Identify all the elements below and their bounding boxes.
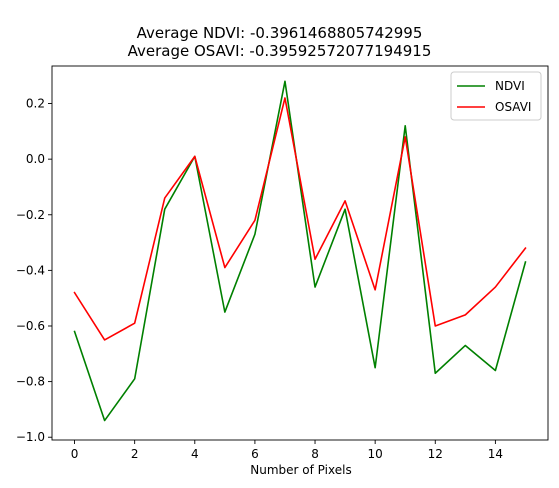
x-tick-label: 10 — [368, 447, 383, 461]
y-tick-label: −0.4 — [16, 263, 45, 277]
y-tick-label: −0.8 — [16, 375, 45, 389]
x-tick-label: 0 — [71, 447, 79, 461]
y-tick-label: 0.2 — [26, 97, 45, 111]
x-tick-label: 2 — [131, 447, 139, 461]
x-tick-label: 14 — [488, 447, 503, 461]
plot-frame — [52, 66, 548, 440]
x-tick-label: 6 — [251, 447, 259, 461]
x-tick-label: 8 — [311, 447, 319, 461]
series-layer — [75, 81, 526, 420]
legend-label-osavi: OSAVI — [495, 100, 531, 114]
y-tick-label: −1.0 — [16, 430, 45, 444]
y-tick-label: 0.0 — [26, 152, 45, 166]
y-tick-label: −0.2 — [16, 208, 45, 222]
legend: NDVI OSAVI — [451, 72, 541, 120]
series-line-ndvi — [75, 81, 526, 420]
series-line-osavi — [75, 98, 526, 340]
x-tick-label: 4 — [191, 447, 199, 461]
axes-layer: 0 2 4 6 8 10 12 14 −1.0 −0.8 −0.6 −0.4 −0.2 0.0 0.2 — [16, 66, 548, 461]
legend-label-ndvi: NDVI — [495, 79, 525, 93]
y-tick-label: −0.6 — [16, 319, 45, 333]
x-axis-label: Number of Pixels — [250, 463, 351, 477]
x-tick-label: 12 — [428, 447, 443, 461]
